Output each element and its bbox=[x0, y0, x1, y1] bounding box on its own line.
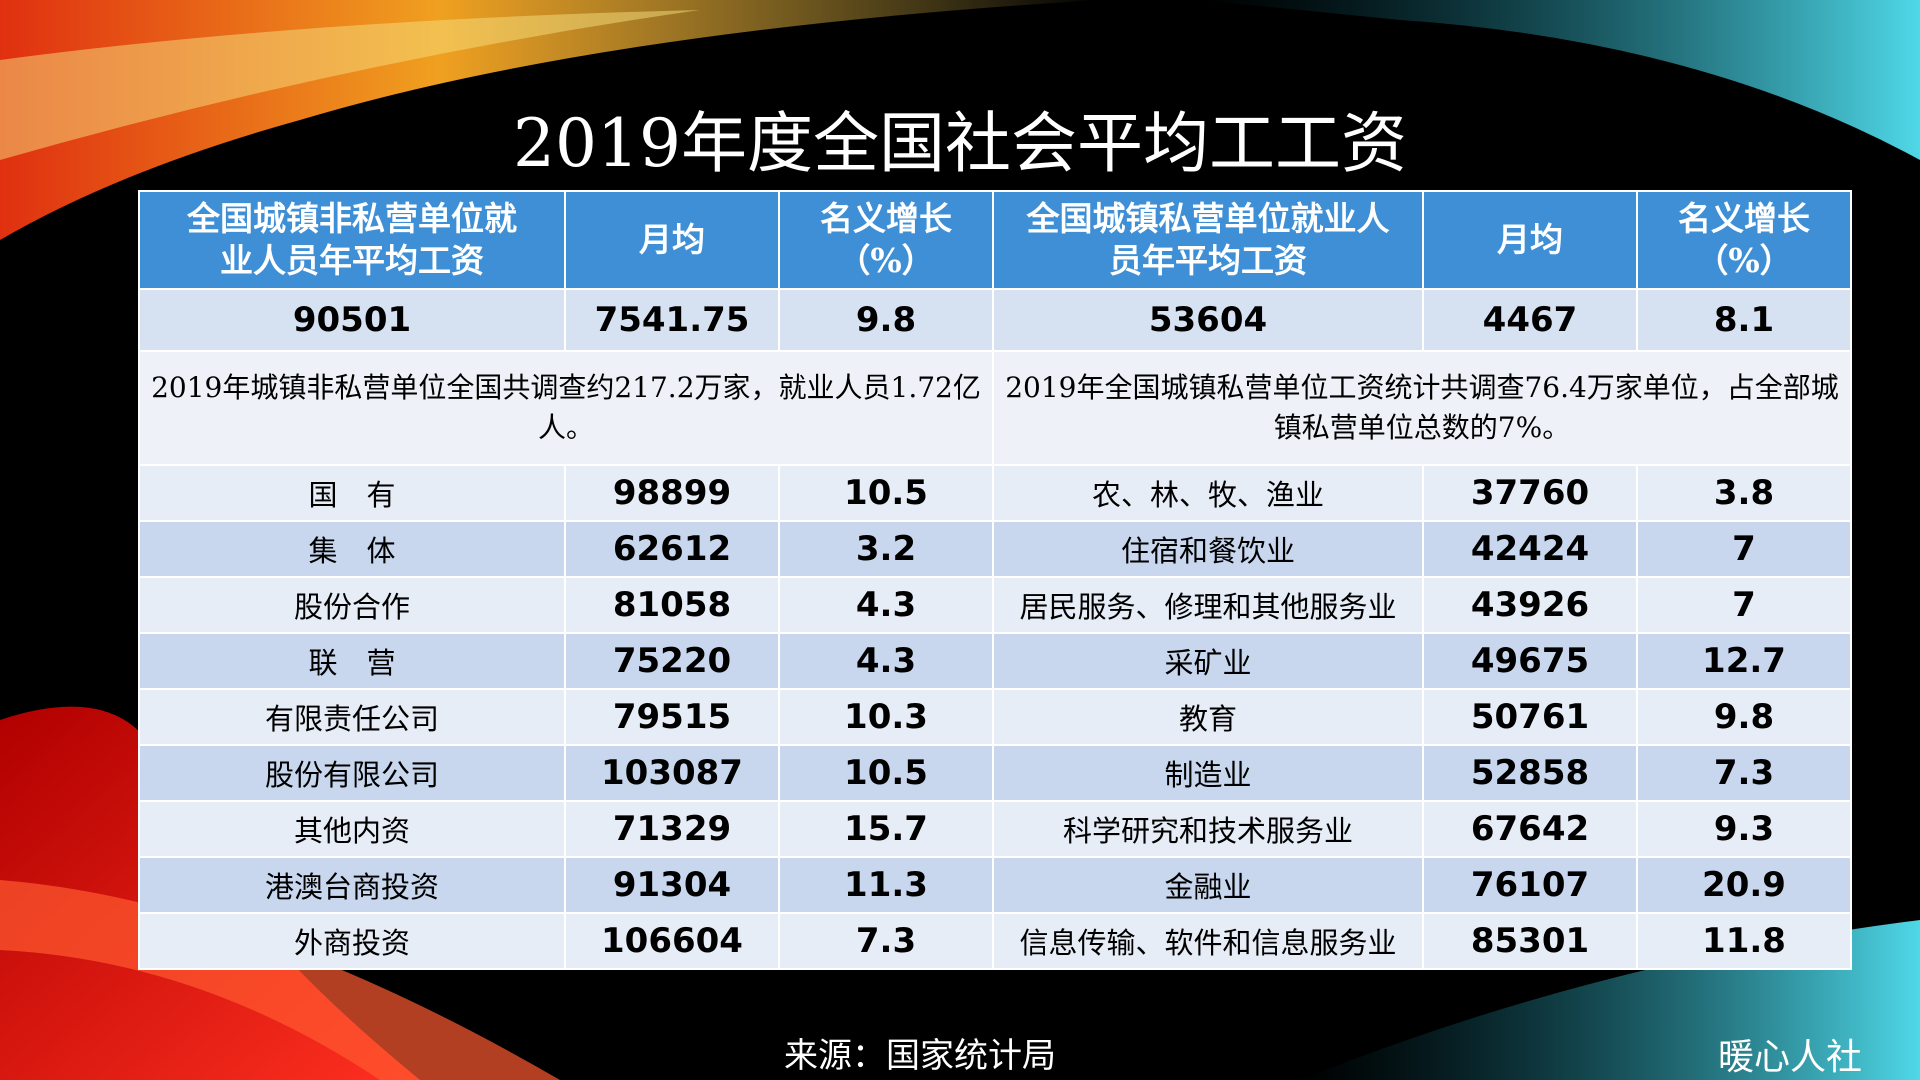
header-cell: 名义增长 （%） bbox=[778, 190, 994, 290]
value-cell: 10.5 bbox=[778, 464, 994, 522]
value-cell: 37760 bbox=[1422, 464, 1638, 522]
table-row: 2019年城镇非私营单位全国共调查约217.2万家，就业人员1.72亿人。 201… bbox=[138, 350, 1852, 466]
value-cell: 20.9 bbox=[1636, 856, 1852, 914]
label-cell: 信息传输、软件和信息服务业 bbox=[992, 912, 1424, 970]
label-cell: 农、林、牧、渔业 bbox=[992, 464, 1424, 522]
value-cell: 75220 bbox=[564, 632, 780, 690]
table-row: 股份合作 81058 4.3 居民服务、修理和其他服务业 43926 7 bbox=[138, 576, 1852, 634]
value-cell: 11.3 bbox=[778, 856, 994, 914]
source: 来源：国家统计局 bbox=[784, 1036, 1056, 1076]
brand: 暖心人社 bbox=[1717, 1037, 1862, 1078]
value-cell: 91304 bbox=[564, 856, 780, 914]
value-cell: 103087 bbox=[564, 744, 780, 802]
value-cell: 62612 bbox=[564, 520, 780, 578]
table-row: 集 体 62612 3.2 住宿和餐饮业 42424 7 bbox=[138, 520, 1852, 578]
value-cell: 7.3 bbox=[1636, 744, 1852, 802]
value-cell: 11.8 bbox=[1636, 912, 1852, 970]
value-cell: 106604 bbox=[564, 912, 780, 970]
value-cell: 9.8 bbox=[1636, 688, 1852, 746]
value-cell: 4.3 bbox=[778, 632, 994, 690]
value-cell: 9.3 bbox=[1636, 800, 1852, 858]
value-cell: 67642 bbox=[1422, 800, 1638, 858]
summary-cell: 8.1 bbox=[1636, 288, 1852, 352]
label-cell: 股份有限公司 bbox=[138, 744, 566, 802]
label-cell: 教育 bbox=[992, 688, 1424, 746]
summary-cell: 7541.75 bbox=[564, 288, 780, 352]
table-row: 全国城镇非私营单位就 业人员年平均工资 月均 名义增长 （%） 全国城镇私营单位就业人… bbox=[138, 190, 1852, 290]
label-cell: 联 营 bbox=[138, 632, 566, 690]
value-cell: 98899 bbox=[564, 464, 780, 522]
value-cell: 71329 bbox=[564, 800, 780, 858]
label-cell: 金融业 bbox=[992, 856, 1424, 914]
label-cell: 国 有 bbox=[138, 464, 566, 522]
value-cell: 81058 bbox=[564, 576, 780, 634]
table-row: 其他内资 71329 15.7 科学研究和技术服务业 67642 9.3 bbox=[138, 800, 1852, 858]
note-cell: 2019年城镇非私营单位全国共调查约217.2万家，就业人员1.72亿人。 bbox=[138, 350, 994, 466]
value-cell: 49675 bbox=[1422, 632, 1638, 690]
header-cell: 月均 bbox=[1422, 190, 1638, 290]
swoosh bbox=[1200, 0, 1920, 160]
value-cell: 15.7 bbox=[778, 800, 994, 858]
table-row: 90501 7541.75 9.8 53604 4467 8.1 bbox=[138, 288, 1852, 352]
label-cell: 其他内资 bbox=[138, 800, 566, 858]
header-cell: 名义增长 （%） bbox=[1636, 190, 1852, 290]
value-cell: 85301 bbox=[1422, 912, 1638, 970]
value-cell: 42424 bbox=[1422, 520, 1638, 578]
value-cell: 7 bbox=[1636, 576, 1852, 634]
value-cell: 76107 bbox=[1422, 856, 1638, 914]
label-cell: 科学研究和技术服务业 bbox=[992, 800, 1424, 858]
title: 2019年度全国社会平均工工资 bbox=[513, 105, 1407, 182]
wage-table: 全国城镇非私营单位就 业人员年平均工资 月均 名义增长 （%） 全国城镇私营单位就业人… bbox=[138, 190, 1852, 970]
label-cell: 有限责任公司 bbox=[138, 688, 566, 746]
value-cell: 12.7 bbox=[1636, 632, 1852, 690]
table-row: 有限责任公司 79515 10.3 教育 50761 9.8 bbox=[138, 688, 1852, 746]
value-cell: 79515 bbox=[564, 688, 780, 746]
table-row: 联 营 75220 4.3 采矿业 49675 12.7 bbox=[138, 632, 1852, 690]
value-cell: 10.3 bbox=[778, 688, 994, 746]
value-cell: 7.3 bbox=[778, 912, 994, 970]
value-cell: 7 bbox=[1636, 520, 1852, 578]
header-cell: 全国城镇私营单位就业人 员年平均工资 bbox=[992, 190, 1424, 290]
header-cell: 全国城镇非私营单位就 业人员年平均工资 bbox=[138, 190, 566, 290]
value-cell: 50761 bbox=[1422, 688, 1638, 746]
label-cell: 港澳台商投资 bbox=[138, 856, 566, 914]
value-cell: 3.8 bbox=[1636, 464, 1852, 522]
label-cell: 制造业 bbox=[992, 744, 1424, 802]
table-row: 外商投资 106604 7.3 信息传输、软件和信息服务业 85301 11.8 bbox=[138, 912, 1852, 970]
label-cell: 集 体 bbox=[138, 520, 566, 578]
label-cell: 住宿和餐饮业 bbox=[992, 520, 1424, 578]
note-cell: 2019年全国城镇私营单位工资统计共调查76.4万家单位，占全部城镇私营单位总数… bbox=[992, 350, 1852, 466]
value-cell: 52858 bbox=[1422, 744, 1638, 802]
swoosh bbox=[0, 10, 700, 160]
label-cell: 采矿业 bbox=[992, 632, 1424, 690]
value-cell: 10.5 bbox=[778, 744, 994, 802]
summary-cell: 53604 bbox=[992, 288, 1424, 352]
summary-cell: 9.8 bbox=[778, 288, 994, 352]
value-cell: 43926 bbox=[1422, 576, 1638, 634]
value-cell: 4.3 bbox=[778, 576, 994, 634]
summary-cell: 90501 bbox=[138, 288, 566, 352]
label-cell: 外商投资 bbox=[138, 912, 566, 970]
table-row: 国 有 98899 10.5 农、林、牧、渔业 37760 3.8 bbox=[138, 464, 1852, 522]
summary-cell: 4467 bbox=[1422, 288, 1638, 352]
table-row: 股份有限公司 103087 10.5 制造业 52858 7.3 bbox=[138, 744, 1852, 802]
table-row: 港澳台商投资 91304 11.3 金融业 76107 20.9 bbox=[138, 856, 1852, 914]
label-cell: 股份合作 bbox=[138, 576, 566, 634]
header-cell: 月均 bbox=[564, 190, 780, 290]
label-cell: 居民服务、修理和其他服务业 bbox=[992, 576, 1424, 634]
value-cell: 3.2 bbox=[778, 520, 994, 578]
